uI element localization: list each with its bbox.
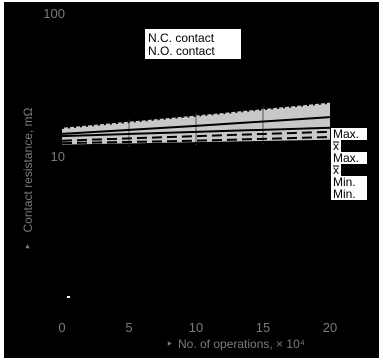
stray-mark	[67, 296, 70, 298]
y-axis-arrow: ‣	[21, 243, 35, 250]
y-tick-label: 100	[43, 6, 65, 21]
series-line-6	[61, 139, 331, 147]
x-tick-label: 20	[323, 320, 337, 335]
x-axis-arrow: ‣	[166, 337, 173, 351]
curve-label-bg	[331, 152, 367, 164]
legend-box	[145, 29, 241, 59]
curve-label-bg	[331, 176, 367, 188]
y-tick-labels: 10 100	[43, 6, 65, 164]
legend: N.C. contact N.O. contact	[145, 29, 241, 59]
series-line-3	[61, 126, 331, 138]
series-line-2	[61, 116, 331, 135]
x-tick-label: 15	[256, 320, 270, 335]
curve-label: x	[333, 139, 339, 153]
curve-label-bg	[331, 188, 367, 200]
plot-background	[4, 2, 379, 358]
x-tick-label: 5	[125, 320, 132, 335]
x-tick-labels: 0 5 10 15 20	[58, 320, 337, 335]
legend-item-no-contact: N.O. contact	[148, 44, 215, 58]
x-tick-label: 0	[58, 320, 65, 335]
curve-label-bg	[331, 128, 367, 140]
y-axis-label: Contact resistance, mΩ	[21, 107, 35, 232]
curve-label: Max.	[333, 151, 359, 165]
curve-label: Max.	[333, 127, 359, 141]
legend-item-nc-contact: N.C. contact	[148, 31, 215, 45]
x-axis-label: No. of operations, × 10⁴	[178, 337, 305, 351]
curve-label-bg	[331, 140, 341, 152]
curve-label: Min.	[333, 175, 356, 189]
y-tick-label: 10	[51, 149, 65, 164]
curve-label-bg	[331, 164, 341, 176]
curve-label: Min.	[333, 187, 356, 201]
series-lines	[61, 101, 331, 147]
curve-label: x	[333, 163, 339, 177]
x-tick-label: 10	[189, 320, 203, 335]
